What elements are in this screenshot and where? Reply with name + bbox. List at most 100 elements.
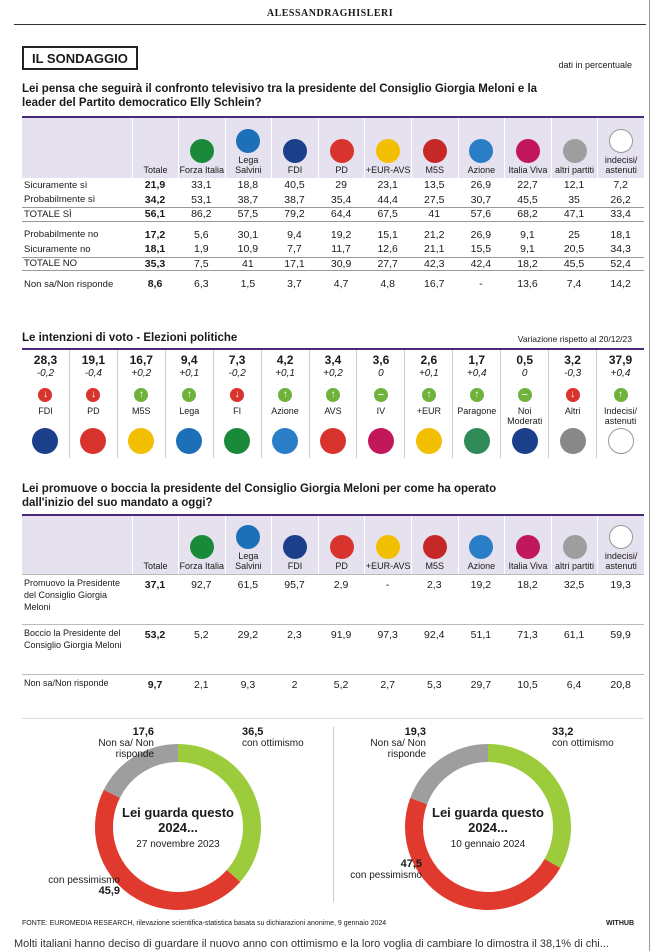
- donut1-label-nsnr: 17,6 Non sa/ Non risponde: [84, 727, 154, 761]
- column-label: Italia Viva: [508, 561, 548, 571]
- vote-value: 16,7: [129, 353, 153, 367]
- total-cell: 8,6: [147, 278, 163, 291]
- table-cell: 57,5: [237, 208, 259, 221]
- donut1-center: Lei guarda questo 2024... 27 novembre 20…: [118, 805, 238, 852]
- vote-party: 16,7 +0,2 ↑ M5S: [118, 350, 166, 458]
- vote-value: 3,6: [372, 353, 390, 367]
- table-cell: 35: [568, 193, 580, 206]
- column-header: +EUR-AVS: [364, 118, 411, 178]
- column-label: M5S: [425, 561, 445, 571]
- table-cell: 4,7: [333, 278, 349, 291]
- table-cell: 61,5: [237, 579, 259, 591]
- vote-party: 37,9 +0,4 ↑ Indecisi/ astenuti: [597, 350, 644, 458]
- donut2-label-opt: 33,2 con ottimismo: [552, 727, 614, 750]
- table-cell: 26,9: [470, 179, 492, 192]
- column-label: Azione: [467, 561, 496, 571]
- donut1-label-opt: 36,5 con ottimismo: [242, 727, 304, 750]
- table-cell: 92,4: [424, 629, 445, 641]
- table-row: Probabilmente sì 34,2 53,1 38,7 38,7 35,4 44,4…: [22, 193, 644, 208]
- table-cell: 2: [291, 679, 298, 691]
- votes-grid: 28,3 -0,2 ↓ FDI 19,1 -0,4 ↓ PD 16,7 +0,2 ↑ M5S 9,4 +0…: [22, 350, 644, 458]
- vote-change: +0,4: [610, 368, 631, 379]
- donut2-label-nsnr: 19,3 Non sa/ Non risponde: [356, 727, 426, 761]
- total-cell: 37,1: [144, 579, 166, 591]
- category: Non sa/ Non risponde: [370, 738, 426, 760]
- vote-party: 7,3 -0,2 ↓ FI: [214, 350, 262, 458]
- vote-party-name: Altri: [564, 406, 581, 416]
- table-cell: 18,8: [237, 179, 259, 192]
- table-cell: 15,5: [470, 243, 492, 256]
- party-logo-icon: [224, 428, 251, 454]
- donut2-title: Lei guarda questo 2024...: [432, 805, 544, 835]
- vote-party: 3,4 +0,2 ↑ AVS: [310, 350, 358, 458]
- vote-party: 3,6 0 – IV: [357, 350, 406, 458]
- column-label: M5S: [425, 165, 445, 175]
- value: 45,9: [98, 885, 120, 897]
- arrow-down-icon: ↓: [86, 388, 101, 402]
- column-label: altri partiti: [555, 561, 595, 571]
- poll-panel: IL SONDAGGIO dati in percentuale Lei pen…: [14, 36, 644, 931]
- total-cell: 21,9: [144, 179, 166, 192]
- column-label: Totale: [143, 561, 168, 571]
- party-logo-icon: [562, 535, 587, 559]
- table-row: Sicuramente no 18,1 1,9 10,9 7,7 11,7 12,6 21,1…: [22, 242, 644, 257]
- row-label: Sicuramente sì: [24, 179, 88, 191]
- party-logo-icon: [607, 428, 634, 454]
- brand-logo: WITHUB: [606, 920, 634, 927]
- table-cell: 10,5: [517, 679, 538, 691]
- table-cell: 20,8: [610, 679, 631, 691]
- table-cell: 13,5: [424, 179, 445, 192]
- vote-value: 28,3: [33, 353, 58, 367]
- header-spacer: [22, 118, 132, 178]
- table-cell: 40,5: [284, 179, 305, 192]
- source-note: FONTE: EUROMEDIA RESEARCH, rilevazione s…: [22, 920, 387, 927]
- table-cell: 20,5: [563, 243, 585, 256]
- column-header: PD: [317, 516, 365, 574]
- row-label: Promuovo la Presidente del Consiglio Gio…: [24, 578, 121, 612]
- table-cell: 45,5: [563, 257, 585, 270]
- table-cell: 25: [568, 228, 580, 241]
- vote-value: 1,7: [468, 353, 486, 367]
- column-header: PD: [317, 118, 365, 178]
- table-cell: 7,7: [287, 243, 302, 256]
- table-cell: 30,7: [470, 193, 492, 206]
- vote-party-name: Azione: [271, 406, 299, 416]
- column-header: indecisi/ astenuti: [597, 516, 644, 574]
- table-cell: 68,2: [517, 208, 538, 221]
- donut-area: Lei guarda questo 2024... 27 novembre 20…: [22, 718, 644, 910]
- vote-party: 1,7 +0,4 ↑ Paragone: [453, 350, 502, 458]
- total-cell: 17,2: [144, 228, 166, 241]
- table-cell: 32,5: [563, 579, 585, 591]
- vote-change: +0,2: [323, 368, 343, 379]
- table-row: Promuovo la Presidente del Consiglio Gio…: [22, 574, 644, 624]
- column-label: Forza Italia: [179, 561, 225, 571]
- table-cell: 6,3: [193, 278, 209, 291]
- table-cell: 52,4: [610, 257, 631, 270]
- vote-party-name: Paragone: [457, 406, 497, 416]
- donut2-date: 10 gennaio 2024: [450, 839, 526, 850]
- party-logo-icon: [515, 139, 540, 163]
- party-logo-icon: [282, 535, 307, 559]
- vote-change: +0,2: [131, 368, 152, 379]
- vote-change: +0,4: [466, 368, 487, 379]
- vote-change: -0,3: [563, 368, 582, 379]
- table-cell: 47,1: [563, 208, 585, 221]
- question-1: Lei pensa che seguirà il confronto telev…: [22, 83, 538, 109]
- donut-divider: [333, 727, 334, 902]
- row-label: TOTALE SÌ: [24, 208, 72, 220]
- table-cell: 51,1: [470, 629, 492, 641]
- party-logo-icon: [515, 535, 540, 559]
- party-logo-icon: [609, 129, 634, 153]
- table-row: Probabilmente no 17,2 5,6 30,1 9,4 19,2 15,1 21…: [22, 228, 644, 243]
- table-cell: 33,1: [191, 179, 212, 192]
- table-cell: 34,3: [610, 243, 631, 256]
- column-label: indecisi/ astenuti: [604, 551, 638, 571]
- table-cell: 2,1: [193, 679, 209, 691]
- table-cell: 38,7: [237, 193, 259, 206]
- table-approval: Totale Forza Italia Lega Salvini FDI PD +EUR-…: [22, 514, 644, 696]
- table-cell: -: [479, 278, 483, 291]
- vote-change: +0,1: [418, 368, 439, 379]
- table-cell: 5,2: [193, 629, 209, 641]
- table-cell: 38,7: [284, 193, 305, 206]
- table-cell: 42,3: [424, 257, 445, 270]
